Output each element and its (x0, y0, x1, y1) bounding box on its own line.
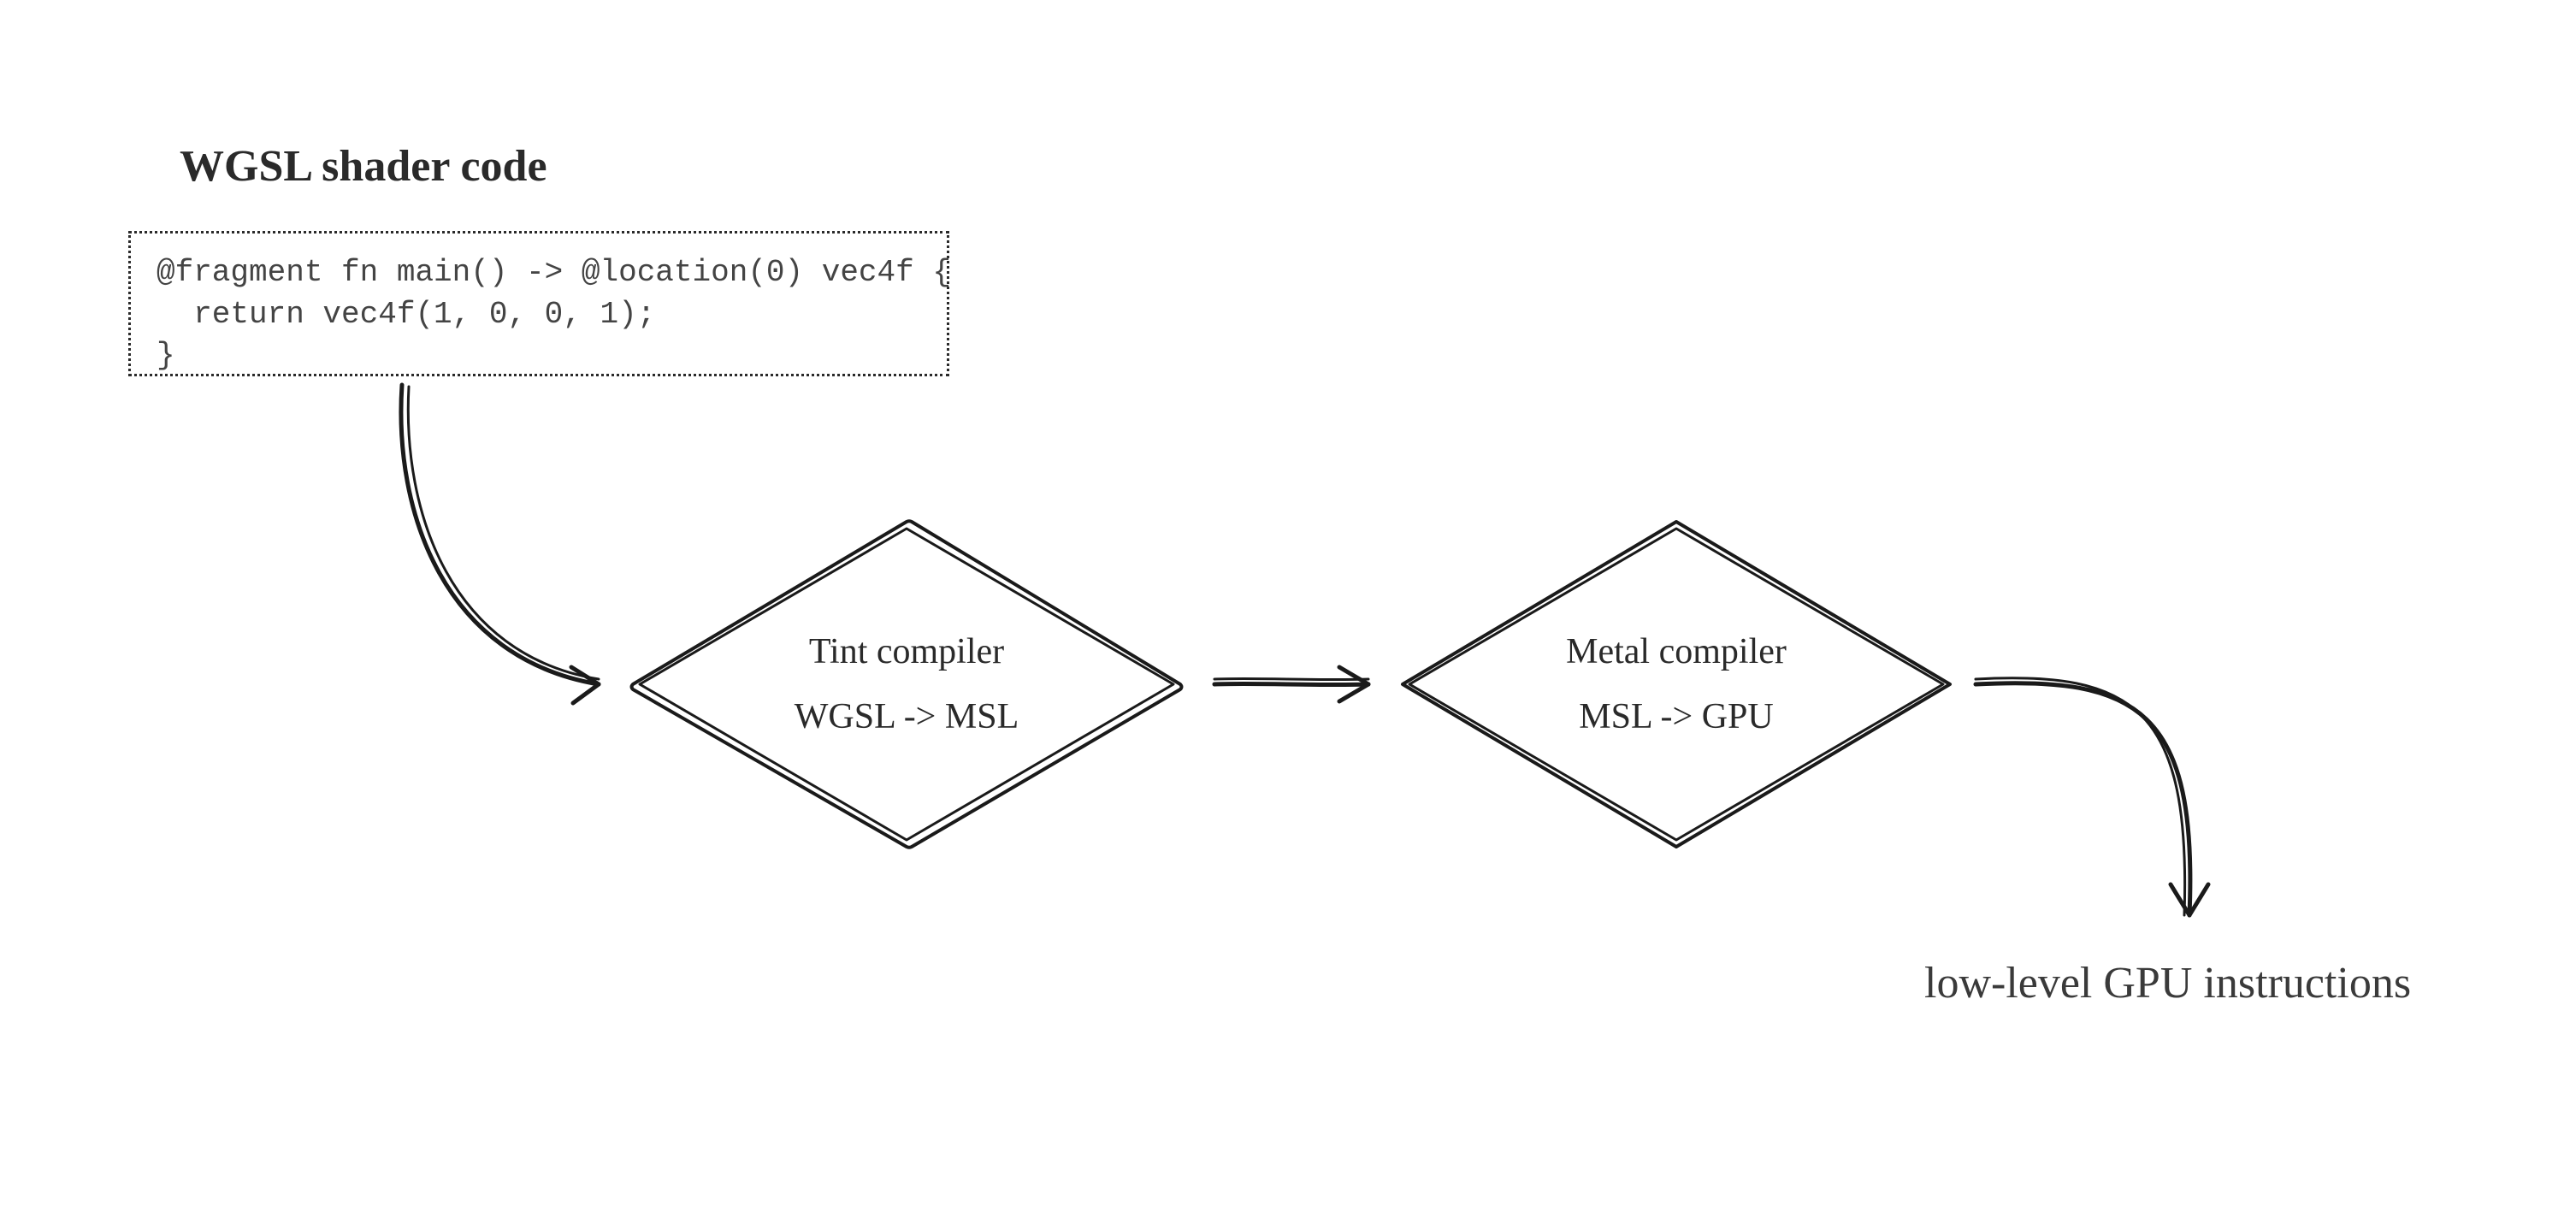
source-title: WGSL shader code (180, 141, 547, 192)
edge-source-to-tint (401, 385, 599, 703)
metal-line1: Metal compiler (1566, 631, 1787, 672)
tint-line2: WGSL -> MSL (795, 696, 1019, 737)
edge-metal-to-output (1976, 678, 2208, 915)
metal-line2: MSL -> GPU (1579, 696, 1774, 737)
node-metal-compiler: Metal compiler MSL -> GPU (1394, 513, 1959, 855)
flowchart-canvas: WGSL shader code @fragment fn main() -> … (0, 0, 2576, 1206)
source-code-box: @fragment fn main() -> @location(0) vec4… (128, 231, 949, 376)
edge-tint-to-metal (1214, 667, 1368, 701)
node-tint-compiler: Tint compiler WGSL -> MSL (624, 513, 1189, 855)
tint-line1: Tint compiler (809, 631, 1004, 672)
output-label: low-level GPU instructions (1924, 958, 2411, 1008)
